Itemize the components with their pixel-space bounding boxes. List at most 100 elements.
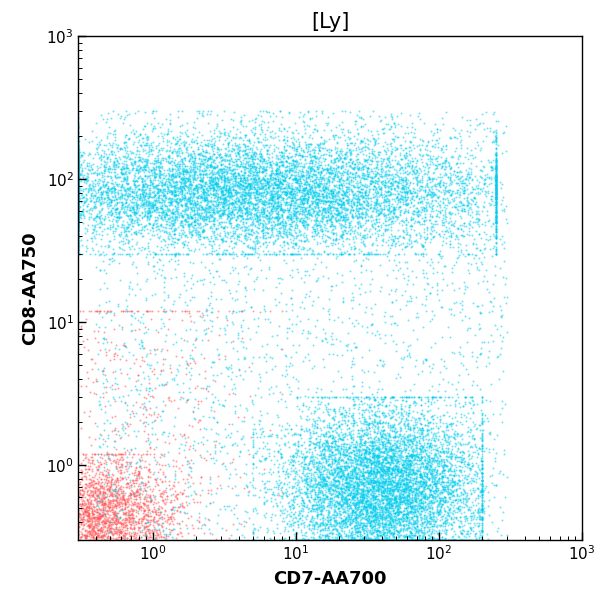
Point (393, 518, 403, 527)
Point (167, 196, 177, 206)
Point (340, 205, 350, 215)
Point (258, 226, 268, 235)
Point (238, 186, 248, 196)
Point (422, 499, 432, 509)
Point (62, 512, 71, 521)
Point (322, 191, 331, 201)
Point (326, 185, 336, 195)
Point (391, 440, 401, 449)
Point (142, 162, 151, 172)
Point (248, 452, 257, 461)
Point (134, 544, 144, 554)
Point (316, 494, 325, 504)
Point (217, 218, 226, 227)
Point (110, 185, 120, 194)
Point (330, 485, 340, 494)
Point (367, 418, 377, 428)
Point (341, 478, 351, 487)
Point (149, 517, 159, 527)
Point (131, 494, 141, 503)
Point (416, 460, 426, 469)
Point (211, 185, 221, 195)
Point (125, 506, 134, 516)
Point (491, 194, 500, 204)
Point (150, 507, 160, 517)
Point (382, 450, 392, 460)
Point (195, 490, 205, 500)
Point (109, 547, 118, 556)
Point (316, 505, 326, 515)
Point (407, 495, 416, 505)
Point (382, 464, 391, 474)
Point (73, 211, 83, 221)
Point (119, 496, 129, 505)
Point (353, 535, 363, 545)
Point (121, 547, 131, 556)
Point (74, 529, 84, 539)
Point (219, 245, 229, 254)
Point (201, 170, 211, 180)
Point (385, 476, 394, 485)
Point (144, 164, 154, 174)
Point (327, 529, 337, 538)
Point (378, 482, 388, 491)
Point (103, 283, 112, 292)
Point (257, 218, 266, 227)
Point (387, 200, 397, 209)
Point (221, 194, 231, 204)
Point (102, 153, 112, 163)
Point (343, 197, 353, 207)
Point (244, 179, 254, 189)
Point (111, 547, 121, 556)
Point (388, 488, 397, 497)
Point (112, 160, 121, 169)
Point (169, 299, 178, 308)
Point (117, 423, 127, 433)
Point (488, 229, 497, 239)
Point (416, 515, 426, 524)
Point (229, 181, 239, 190)
Point (80, 530, 89, 539)
Point (350, 456, 360, 466)
Point (332, 524, 341, 534)
Point (233, 168, 243, 178)
Point (155, 370, 164, 379)
Point (489, 434, 499, 443)
Point (386, 535, 396, 545)
Point (157, 488, 167, 498)
Point (410, 468, 420, 478)
Point (457, 182, 467, 191)
Point (69, 531, 79, 541)
Point (104, 161, 114, 171)
Point (374, 525, 383, 535)
Point (148, 181, 158, 191)
Point (338, 535, 347, 545)
Point (425, 485, 435, 495)
Point (326, 503, 336, 512)
Point (385, 480, 395, 490)
Point (318, 205, 328, 214)
Point (445, 518, 454, 527)
Point (392, 535, 401, 545)
Point (141, 518, 151, 527)
Point (334, 421, 343, 430)
Point (392, 480, 402, 490)
Point (298, 193, 307, 203)
Point (400, 159, 410, 169)
Point (427, 527, 436, 537)
Point (337, 535, 347, 545)
Point (92, 506, 101, 515)
Point (412, 525, 421, 535)
Point (368, 515, 377, 524)
Point (238, 178, 248, 187)
Point (424, 485, 434, 494)
Point (297, 476, 307, 485)
Point (268, 158, 277, 168)
Point (164, 164, 173, 174)
Point (262, 148, 272, 158)
Point (360, 406, 370, 415)
Point (392, 192, 402, 202)
Point (62, 380, 71, 389)
Point (332, 491, 342, 500)
Point (277, 189, 286, 199)
